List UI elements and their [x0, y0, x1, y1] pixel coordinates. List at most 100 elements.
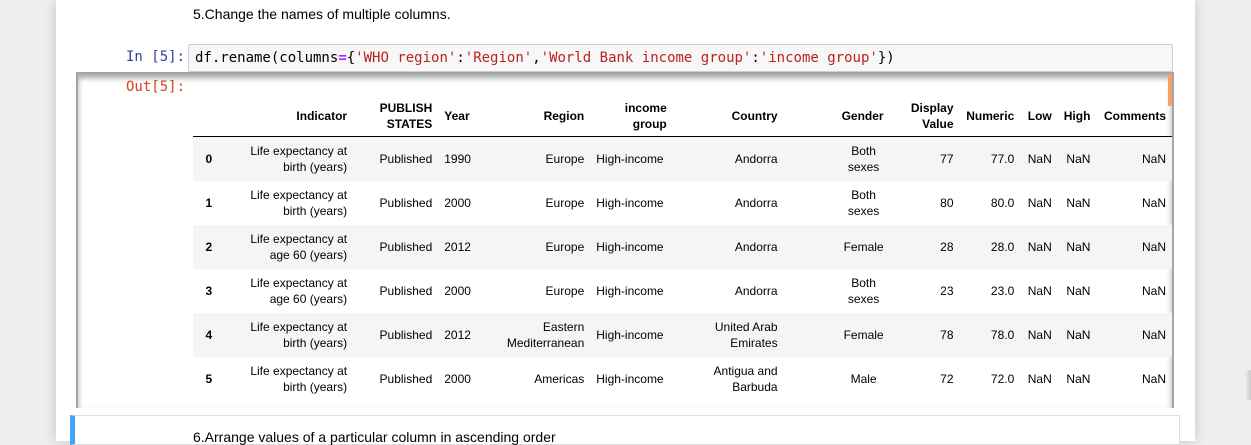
table-cell: 2012	[444, 240, 471, 254]
code-line[interactable]: df.rename(columns={'WHO region':'Region'…	[195, 50, 895, 66]
table-cell: Life expectancy at age 60 (years)	[250, 276, 348, 306]
table-cell: Europe	[545, 240, 585, 254]
output-scrollbar[interactable]	[1168, 74, 1172, 106]
code-string-val1: 'Region'	[464, 50, 533, 66]
table-cell: 2000	[444, 196, 471, 210]
table-cell: Antigua and Barbuda	[713, 364, 778, 394]
table-cell: Life expectancy at birth (years)	[250, 144, 348, 174]
table-cell: NaN	[1027, 196, 1052, 210]
code-colon2: :	[751, 50, 760, 66]
code-string-key1: 'WHO region'	[355, 50, 457, 66]
markdown-heading: 5.Change the names of multiple columns.	[193, 6, 451, 22]
table-cell: 23	[940, 284, 954, 298]
table-cell: NaN	[1027, 328, 1052, 342]
output-area[interactable]: Indicator PUBLISH STATES Year Region inc…	[76, 72, 1174, 408]
table-cell: Female	[843, 328, 884, 342]
table-cell: Published	[379, 196, 433, 210]
column-header: Country	[672, 96, 784, 137]
table-cell: 77	[940, 152, 954, 166]
table-cell: 80	[940, 196, 954, 210]
next-markdown-heading: 6.Arrange values of a particular column …	[193, 429, 556, 445]
code-cell-input[interactable]: df.rename(columns={'WHO region':'Region'…	[188, 44, 1173, 72]
table-cell: NaN	[1141, 152, 1166, 166]
column-header: Gender	[783, 96, 890, 137]
table-cell: NaN	[1141, 240, 1166, 254]
table-cell: 78	[940, 328, 954, 342]
column-header: PUBLISH STATES	[353, 96, 439, 137]
table-cell: High-income	[596, 196, 664, 210]
table-cell: Both sexes	[847, 188, 880, 218]
table-cell: NaN	[1066, 240, 1091, 254]
row-index: 4	[205, 328, 213, 342]
code-close: })	[877, 50, 895, 66]
row-index: 1	[205, 196, 213, 210]
output-prompt: Out[5]:	[126, 79, 186, 95]
column-header: High	[1057, 96, 1097, 137]
row-index: 2	[205, 240, 213, 254]
code-string-key2: 'World Bank income group'	[540, 50, 752, 66]
table-cell: Published	[379, 284, 433, 298]
table-header-row: Indicator PUBLISH STATES Year Region inc…	[193, 96, 1172, 137]
table-cell: Life expectancy at birth (years)	[250, 364, 348, 394]
table-cell: High-income	[596, 152, 664, 166]
column-header: income group	[590, 96, 673, 137]
column-header: Comments	[1096, 96, 1172, 137]
row-index: 3	[205, 284, 213, 298]
table-cell: Andorra	[734, 240, 778, 254]
table-cell: 28	[940, 240, 954, 254]
table-cell: 78.0	[990, 328, 1015, 342]
table-cell: Published	[379, 372, 433, 386]
code-string-val2: 'income group'	[759, 50, 878, 66]
column-header: Year	[438, 96, 484, 137]
table-cell: NaN	[1141, 372, 1166, 386]
table-cell: 2000	[444, 372, 471, 386]
table-row: 1 Life expectancy at birth (years) Publi…	[193, 181, 1172, 225]
row-index: 0	[205, 152, 213, 166]
table-row: 0 Life expectancy at birth (years) Publi…	[193, 136, 1172, 181]
table-cell: High-income	[596, 240, 664, 254]
table-cell: Published	[379, 152, 433, 166]
table-cell: Europe	[545, 284, 585, 298]
table-cell: High-income	[596, 372, 664, 386]
table-cell: Life expectancy at birth (years)	[250, 188, 348, 218]
column-header: Indicator	[224, 96, 354, 137]
table-cell: NaN	[1027, 284, 1052, 298]
table-cell: High-income	[596, 284, 664, 298]
code-comma: ,	[532, 50, 541, 66]
table-cell: Published	[379, 240, 433, 254]
table-cell: Andorra	[734, 284, 778, 298]
table-cell: 2000	[444, 284, 471, 298]
table-cell: High-income	[596, 328, 664, 342]
table-cell: United Arab Emirates	[714, 320, 778, 350]
code-operator: =	[338, 50, 347, 66]
table-cell: Europe	[545, 152, 585, 166]
table-cell: NaN	[1027, 372, 1052, 386]
table-cell: Americas	[534, 372, 585, 386]
table-cell: 28.0	[990, 240, 1015, 254]
table-cell: Eastern Mediterranean	[506, 320, 585, 350]
window-edge-shadow	[1245, 370, 1251, 400]
table-cell: Andorra	[734, 152, 778, 166]
table-cell: NaN	[1066, 152, 1091, 166]
table-cell: Both sexes	[847, 276, 880, 306]
table-cell: NaN	[1141, 284, 1166, 298]
code-prefix: df.rename(columns	[195, 50, 339, 66]
table-cell: Female	[843, 240, 884, 254]
table-row: 4 Life expectancy at birth (years) Publi…	[193, 313, 1172, 357]
dataframe-table: Indicator PUBLISH STATES Year Region inc…	[193, 96, 1172, 401]
column-header: Numeric	[959, 96, 1021, 137]
table-cell: 2012	[444, 328, 471, 342]
table-cell: NaN	[1066, 284, 1091, 298]
table-cell: NaN	[1066, 372, 1091, 386]
table-cell: 1990	[444, 152, 471, 166]
table-cell: Both sexes	[847, 144, 880, 174]
table-cell: NaN	[1027, 152, 1052, 166]
table-cell: Andorra	[734, 196, 778, 210]
table-row: 3 Life expectancy at age 60 (years) Publ…	[193, 269, 1172, 313]
table-cell: NaN	[1141, 196, 1166, 210]
table-cell: Male	[850, 372, 877, 386]
next-markdown-cell[interactable]: 6.Arrange values of a particular column …	[70, 415, 1180, 445]
table-cell: NaN	[1066, 328, 1091, 342]
table-cell: Life expectancy at age 60 (years)	[250, 232, 348, 262]
table-cell: NaN	[1066, 196, 1091, 210]
